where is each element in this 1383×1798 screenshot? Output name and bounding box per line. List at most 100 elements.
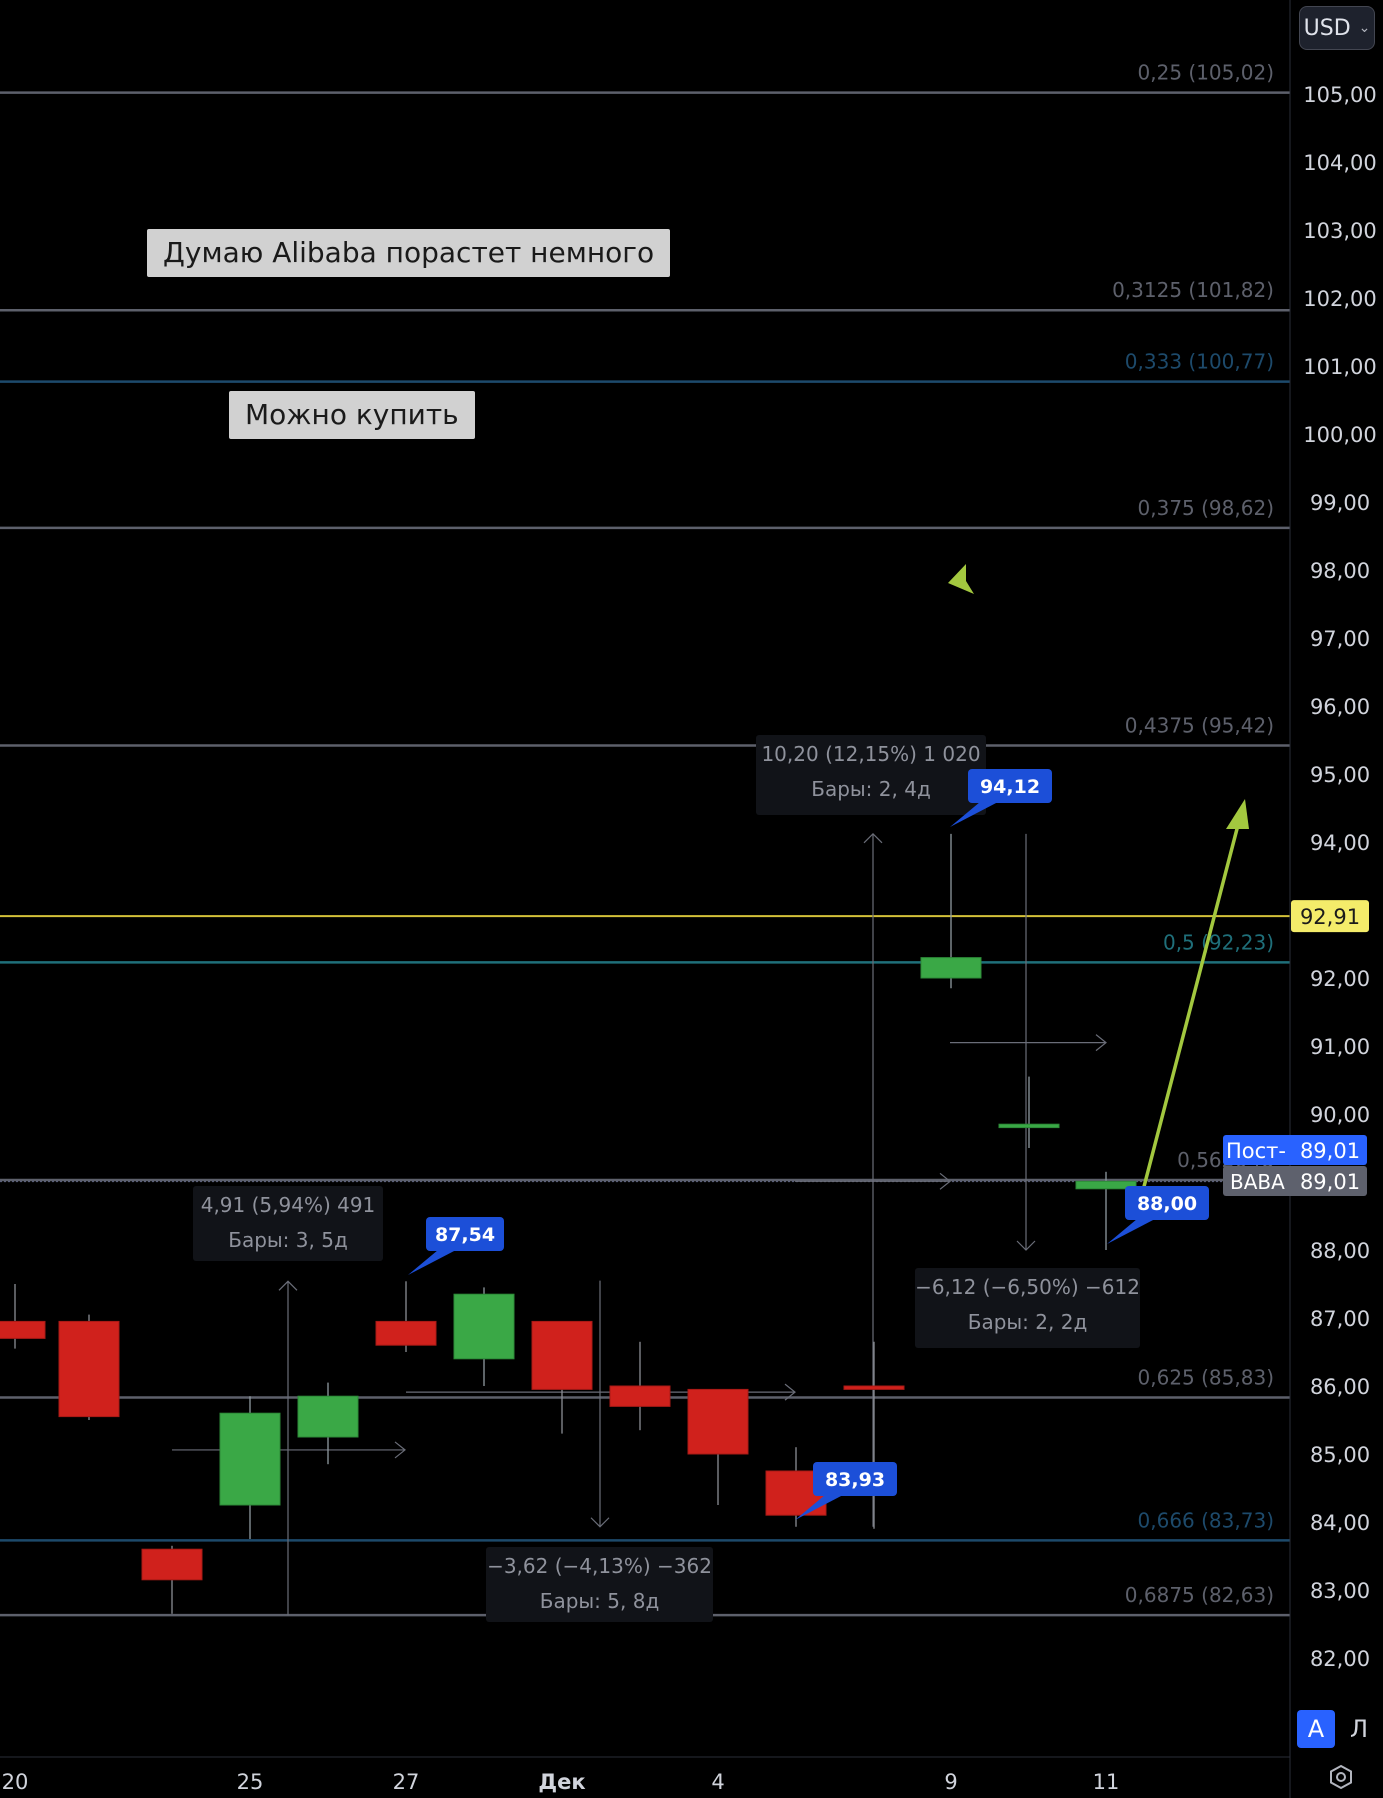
- x-tick-label: 4: [711, 1770, 724, 1794]
- fib-level-label: 0,333 (100,77): [1125, 350, 1274, 374]
- candle: [920, 957, 982, 979]
- measurement-bars-text: Бары: 5, 8д: [540, 1589, 660, 1613]
- x-tick-label: Дек: [538, 1770, 585, 1794]
- y-tick-label: 85,00: [1310, 1443, 1370, 1467]
- measurement-box[interactable]: [486, 1547, 713, 1622]
- y-tick-label: 84,00: [1310, 1511, 1370, 1535]
- price-callout-text: 88,00: [1137, 1193, 1197, 1215]
- candle: [843, 1385, 905, 1390]
- log-scale-button[interactable]: Л: [1340, 1710, 1378, 1748]
- y-tick-label: 96,00: [1310, 695, 1370, 719]
- measurement-box[interactable]: [915, 1268, 1140, 1348]
- candle: [453, 1293, 515, 1360]
- y-tick-label: 101,00: [1303, 355, 1376, 379]
- price-callout-text: 87,54: [435, 1224, 495, 1246]
- price-callout-pointer: [1107, 1219, 1155, 1244]
- chevron-down-icon: ⌄: [1358, 20, 1371, 36]
- fib-level-label: 0,4375 (95,42): [1125, 713, 1274, 737]
- currency-selector[interactable]: USD ⌄: [1299, 6, 1375, 50]
- price-callout[interactable]: [426, 1217, 504, 1251]
- candle: [531, 1320, 593, 1390]
- gear-icon[interactable]: [1326, 1762, 1356, 1792]
- y-tick-label: 102,00: [1303, 287, 1376, 311]
- y-tick-label: 83,00: [1310, 1579, 1370, 1603]
- price-callout-text: 83,93: [825, 1469, 885, 1491]
- fib-retracement[interactable]: 0,25 (105,02) 0,3125 (101,82) 0,333 (100,7…: [0, 61, 1290, 1617]
- candle: [58, 1320, 120, 1418]
- text-note-alibaba[interactable]: Думаю Alibaba порастет немного: [147, 229, 671, 277]
- y-tick-label: 82,00: [1310, 1647, 1370, 1671]
- measure-2-horizontal-head: [784, 1383, 796, 1401]
- candle: [141, 1548, 203, 1581]
- price-line-badge-text: 92,91: [1300, 905, 1360, 929]
- x-tick-label: 20: [2, 1770, 29, 1794]
- y-tick-label: 91,00: [1310, 1035, 1370, 1059]
- measurement-delta-text: −3,62 (−4,13%) −362: [487, 1554, 712, 1578]
- measure-1-horizontal-head: [394, 1441, 406, 1459]
- y-tick-label: 95,00: [1310, 763, 1370, 787]
- y-tick-label: 99,00: [1310, 491, 1370, 515]
- y-tick-label: 104,00: [1303, 151, 1376, 175]
- x-tick-label: 25: [237, 1770, 264, 1794]
- symbol-price-value: 89,01: [1300, 1170, 1360, 1194]
- measurement-delta-text: −6,12 (−6,50%) −612: [915, 1275, 1140, 1299]
- measure-3-vertical-head: [863, 832, 883, 844]
- fib-level-label: 0,375 (98,62): [1138, 496, 1274, 520]
- text-note-buy[interactable]: Можно купить: [229, 391, 475, 439]
- measurement-box[interactable]: [193, 1186, 383, 1261]
- y-tick-label: 105,00: [1303, 83, 1376, 107]
- candle: [998, 1123, 1060, 1129]
- symbol-label: BABA: [1230, 1170, 1285, 1194]
- x-tick-label: 11: [1093, 1770, 1120, 1794]
- trend-arrow-head: [1226, 799, 1249, 829]
- candle: [1075, 1180, 1137, 1190]
- auto-scale-button[interactable]: A: [1297, 1710, 1335, 1748]
- y-tick-label: 90,00: [1310, 1103, 1370, 1127]
- measure-1-vertical-head: [278, 1280, 298, 1291]
- fib-level-label: 0,6875 (82,63): [1125, 1583, 1274, 1607]
- last-price-series-value: 89,01: [1300, 1139, 1360, 1163]
- candle: [609, 1385, 671, 1407]
- candle: [297, 1395, 359, 1438]
- measure-4-horizontal-head: [1095, 1034, 1107, 1052]
- price-callout[interactable]: [813, 1462, 897, 1496]
- price-callout[interactable]: [968, 769, 1052, 803]
- fib-level-label: 0,666 (83,73): [1138, 1508, 1274, 1532]
- symbol-price-badge[interactable]: [1223, 1166, 1367, 1196]
- fib-level-label: 0,5 (92,23): [1163, 930, 1274, 954]
- measurement-bars-text: Бары: 2, 4д: [811, 777, 931, 801]
- y-tick-label: 86,00: [1310, 1375, 1370, 1399]
- price-axis[interactable]: 105,00 104,00 103,00 102,00 101,00 100,00 99,0…: [1303, 83, 1376, 1671]
- y-tick-label: 87,00: [1310, 1307, 1370, 1331]
- measurement-bars-text: Бары: 2, 2д: [968, 1310, 1088, 1334]
- y-tick-label: 88,00: [1310, 1239, 1370, 1263]
- price-callout[interactable]: [1125, 1186, 1209, 1220]
- currency-label: USD: [1303, 15, 1351, 41]
- measure-4-vertical-head: [1016, 1240, 1036, 1251]
- price-callout-text: 94,12: [980, 776, 1040, 798]
- arrow-marker[interactable]: [948, 564, 974, 594]
- x-tick-label: 27: [393, 1770, 420, 1794]
- last-price-series-label: Пост-: [1226, 1139, 1286, 1163]
- last-price-series-badge[interactable]: [1223, 1135, 1367, 1165]
- x-tick-label: 9: [944, 1770, 957, 1794]
- y-tick-label: 97,00: [1310, 627, 1370, 651]
- trend-arrow-line[interactable]: [1138, 824, 1240, 1203]
- y-tick-label: 94,00: [1310, 831, 1370, 855]
- measurement-delta-text: 4,91 (5,94%) 491: [201, 1193, 376, 1217]
- y-tick-label: 103,00: [1303, 219, 1376, 243]
- measurement-bars-text: Бары: 3, 5д: [228, 1228, 348, 1252]
- y-tick-label: 92,00: [1310, 967, 1370, 991]
- y-tick-label: 98,00: [1310, 559, 1370, 583]
- y-tick-label: 100,00: [1303, 423, 1376, 447]
- candle: [0, 1320, 46, 1339]
- fib-level-label: 0,25 (105,02): [1138, 61, 1274, 85]
- time-axis[interactable]: 20 25 27 Дек 4 9 11: [2, 1770, 1120, 1794]
- measurement-box[interactable]: [756, 735, 986, 815]
- price-line-badge[interactable]: [1291, 900, 1369, 933]
- price-callout-pointer: [795, 1495, 843, 1520]
- measurement-delta-text: 10,20 (12,15%) 1 020: [761, 742, 980, 766]
- price-callout-pointer: [950, 802, 998, 827]
- candle: [687, 1388, 749, 1455]
